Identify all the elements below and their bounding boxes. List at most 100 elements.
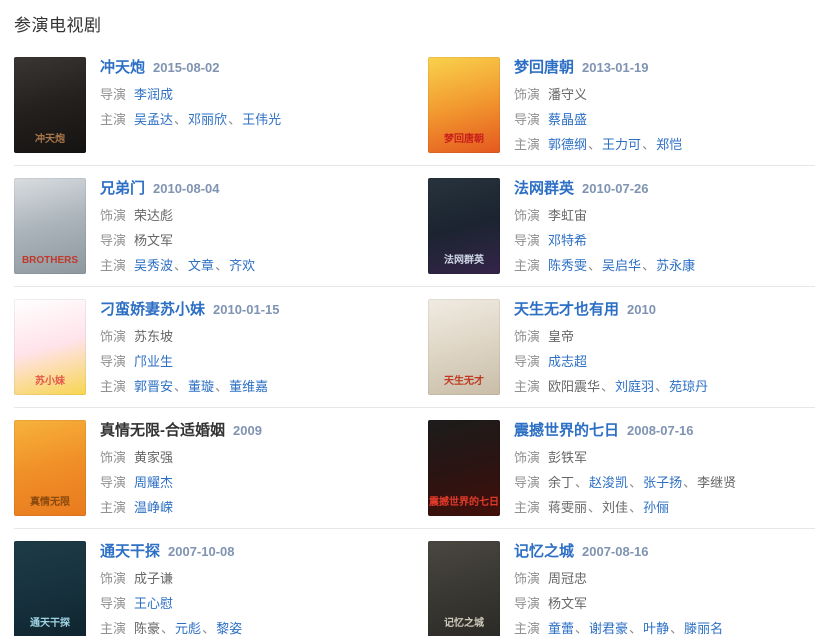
- drama-title-link[interactable]: 刁蛮娇妻苏小妹: [100, 301, 206, 318]
- person-name: 余丁: [548, 475, 575, 490]
- person-link[interactable]: 郭德纲: [548, 137, 588, 152]
- person-link[interactable]: 李润成: [134, 87, 174, 102]
- person-link[interactable]: 周耀杰: [134, 475, 174, 490]
- person-link[interactable]: 谢君豪: [589, 621, 629, 636]
- title-line: 震撼世界的七日 2008-07-16: [514, 421, 815, 441]
- drama-info: 法网群英 2010-07-26 饰演 李虹宙 导演 邓特希 主演 陈秀雯、吴启华、苏永康: [514, 178, 815, 274]
- person-link[interactable]: 董维嘉: [229, 379, 269, 394]
- poster-title-label: 天生无才: [444, 376, 484, 387]
- person-link[interactable]: 张子扬: [643, 475, 683, 490]
- person-link[interactable]: 邝业生: [134, 354, 174, 369]
- drama-title-link[interactable]: 天生无才也有用: [514, 301, 620, 318]
- role-line: 主演 陈豪、元彪、黎姿: [100, 620, 401, 636]
- person-link[interactable]: 郭晋安: [134, 379, 174, 394]
- person-link[interactable]: 成志超: [548, 354, 588, 369]
- person-link[interactable]: 叶静: [643, 621, 670, 636]
- name-separator: 、: [588, 258, 602, 273]
- person-link[interactable]: 孙俪: [643, 500, 670, 515]
- person-link[interactable]: 邓特希: [548, 233, 588, 248]
- role-label: 主演: [100, 621, 127, 636]
- drama-date: 2008-07-16: [627, 423, 694, 438]
- drama-poster[interactable]: 震撼世界的七日: [428, 420, 500, 516]
- title-line: 梦回唐朝 2013-01-19: [514, 58, 815, 78]
- drama-title-link[interactable]: 震撼世界的七日: [514, 422, 620, 439]
- role-line: 导演 邓特希: [514, 232, 815, 249]
- role-line: 饰演 成子谦: [100, 570, 401, 587]
- person-link[interactable]: 齐欢: [229, 258, 256, 273]
- person-name: 苏东坡: [134, 329, 174, 344]
- drama-poster[interactable]: 梦回唐朝: [428, 57, 500, 153]
- person-link[interactable]: 王心慰: [134, 596, 174, 611]
- role-label: 导演: [514, 475, 541, 490]
- role-line: 饰演 李虹宙: [514, 207, 815, 224]
- drama-poster[interactable]: 天生无才: [428, 299, 500, 395]
- role-label: 饰演: [514, 208, 541, 223]
- person-link[interactable]: 童蕾: [548, 621, 575, 636]
- person-link[interactable]: 苏永康: [656, 258, 696, 273]
- role-line: 主演 温峥嵘: [100, 499, 401, 516]
- role-line: 主演 童蕾、谢君豪、叶静、滕丽名: [514, 620, 815, 636]
- poster-title-label: BROTHERS: [21, 255, 79, 266]
- drama-title-link[interactable]: 兄弟门: [100, 180, 146, 197]
- person-link[interactable]: 温峥嵘: [134, 500, 174, 515]
- person-link[interactable]: 吴秀波: [134, 258, 174, 273]
- person-link[interactable]: 苑琼丹: [669, 379, 709, 394]
- person-link[interactable]: 董璇: [188, 379, 215, 394]
- drama-poster[interactable]: BROTHERS: [14, 178, 86, 274]
- name-separator: 、: [575, 621, 589, 636]
- drama-poster[interactable]: 法网群英: [428, 178, 500, 274]
- role-line: 主演 欧阳震华、刘庭羽、苑琼丹: [514, 378, 815, 395]
- drama-poster[interactable]: 冲天炮: [14, 57, 86, 153]
- name-separator: 、: [174, 112, 188, 127]
- drama-poster[interactable]: 真情无限: [14, 420, 86, 516]
- person-link[interactable]: 邓丽欣: [188, 112, 228, 127]
- person-link[interactable]: 郑恺: [656, 137, 683, 152]
- drama-date: 2007-08-16: [582, 544, 649, 559]
- role-line: 饰演 潘守义: [514, 86, 815, 103]
- drama-item: 梦回唐朝 梦回唐朝 2013-01-19 饰演 潘守义 导演 蔡晶盛 主演 郭德纲、王力可、…: [428, 57, 815, 153]
- name-separator: 、: [629, 621, 643, 636]
- drama-date: 2010: [627, 302, 656, 317]
- role-label: 导演: [100, 596, 127, 611]
- drama-title-link[interactable]: 梦回唐朝: [514, 59, 575, 76]
- person-link[interactable]: 吴孟达: [134, 112, 174, 127]
- drama-title-link[interactable]: 法网群英: [514, 180, 575, 197]
- drama-poster[interactable]: 通天干探: [14, 541, 86, 636]
- drama-title-link[interactable]: 记忆之城: [514, 543, 575, 560]
- person-link[interactable]: 元彪: [175, 621, 202, 636]
- person-link[interactable]: 蔡晶盛: [548, 112, 588, 127]
- role-line: 饰演 彭铁军: [514, 449, 815, 466]
- person-link[interactable]: 王伟光: [242, 112, 282, 127]
- drama-info: 真情无限-合适婚姻 2009 饰演 黄家强 导演 周耀杰 主演 温峥嵘: [100, 420, 401, 516]
- drama-poster[interactable]: 记忆之城: [428, 541, 500, 636]
- drama-title-link[interactable]: 通天干探: [100, 543, 161, 560]
- drama-poster[interactable]: 苏小妹: [14, 299, 86, 395]
- role-line: 主演 吴秀波、文章、齐欢: [100, 257, 401, 274]
- role-label: 主演: [100, 500, 127, 515]
- drama-date: 2013-01-19: [582, 60, 649, 75]
- person-link[interactable]: 刘庭羽: [615, 379, 655, 394]
- person-link[interactable]: 赵浚凯: [589, 475, 629, 490]
- person-link[interactable]: 吴启华: [602, 258, 642, 273]
- role-label: 导演: [514, 596, 541, 611]
- drama-item: 震撼世界的七日 震撼世界的七日 2008-07-16 饰演 彭铁军 导演 余丁、赵浚凯、…: [428, 420, 815, 516]
- person-link[interactable]: 文章: [188, 258, 215, 273]
- name-separator: 、: [642, 258, 656, 273]
- poster-title-label: 真情无限: [30, 497, 70, 508]
- drama-date: 2010-07-26: [582, 181, 649, 196]
- person-link[interactable]: 王力可: [602, 137, 642, 152]
- person-name: 杨文军: [548, 596, 588, 611]
- drama-date: 2015-08-02: [153, 60, 220, 75]
- person-name: 成子谦: [134, 571, 174, 586]
- role-line: 饰演 黄家强: [100, 449, 401, 466]
- drama-title-link[interactable]: 冲天炮: [100, 59, 146, 76]
- person-link[interactable]: 黎姿: [216, 621, 243, 636]
- person-link[interactable]: 滕丽名: [684, 621, 724, 636]
- role-line: 饰演 周冠忠: [514, 570, 815, 587]
- person-name: 皇帝: [548, 329, 575, 344]
- name-separator: 、: [174, 258, 188, 273]
- person-link[interactable]: 陈秀雯: [548, 258, 588, 273]
- drama-row: BROTHERS 兄弟门 2010-08-04 饰演 荣达彪 导演 杨文军 主演 吴秀波、文…: [14, 166, 815, 287]
- drama-item: 通天干探 通天干探 2007-10-08 饰演 成子谦 导演 王心慰 主演 陈豪、元彪、黎姿: [14, 541, 401, 636]
- poster-title-label: 梦回唐朝: [444, 134, 484, 145]
